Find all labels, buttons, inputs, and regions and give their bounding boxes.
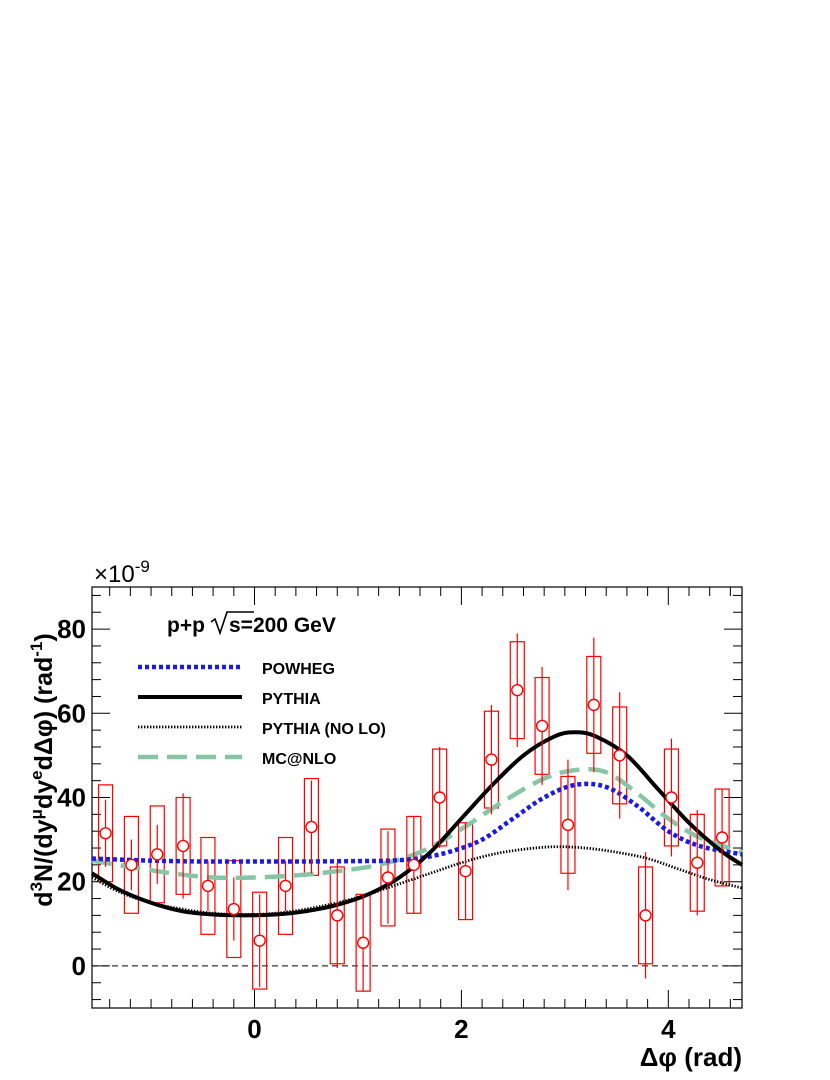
- data-point: [511, 683, 524, 697]
- y-multiplier-exponent: -9: [135, 557, 150, 576]
- x-axis-label: Δφ (rad): [640, 1042, 742, 1072]
- data-point: [279, 879, 292, 893]
- data-point: [176, 839, 190, 853]
- data-point: [485, 753, 498, 766]
- curve-powheg: [91, 781, 743, 864]
- y-tick-label: 20: [57, 867, 86, 897]
- model-curves: [90, 730, 744, 918]
- sqrt-sign-icon: [210, 611, 254, 636]
- curve-pythia: [90, 730, 744, 918]
- data-point: [151, 848, 164, 861]
- data-point: [535, 719, 549, 733]
- y-tick-label: 80: [57, 614, 86, 644]
- data-point: [639, 909, 652, 922]
- y-tick-label: 40: [57, 783, 86, 813]
- data-point: [407, 858, 421, 872]
- data-point: [587, 698, 601, 712]
- data-point: [561, 818, 575, 832]
- x-tick-label: 4: [661, 1014, 676, 1044]
- y-axis-label: d3N/(dyμdyedΔφ) (rad-1): [27, 633, 58, 906]
- energy-annotation-right: s=200 GeV: [229, 614, 336, 637]
- legend-label-pythia-no-lo: PYTHIA (NO LO): [262, 721, 386, 738]
- data-point: [356, 936, 370, 949]
- data-point: [201, 879, 215, 893]
- systematic-box: [277, 836, 294, 935]
- y-multiplier-prefix: ×10: [94, 561, 135, 588]
- data-point: [381, 871, 395, 884]
- data-point: [227, 902, 241, 916]
- y-multiplier: ×10-9: [94, 557, 150, 588]
- data-point: [691, 856, 704, 869]
- y-tick-label: 0: [72, 951, 86, 981]
- data-points: [99, 633, 729, 992]
- systematic-box: [380, 828, 396, 927]
- systematic-box: [252, 891, 268, 990]
- legend: POWHEG PYTHIA PYTHIA (NO LO) MC@NLO: [138, 661, 386, 768]
- data-point: [613, 749, 626, 762]
- y-tick-label: 60: [57, 698, 86, 728]
- data-point: [433, 791, 446, 804]
- systematic-box: [200, 836, 216, 935]
- x-tick-label: 2: [454, 1014, 468, 1044]
- energy-annotation-left: p+p: [167, 614, 205, 637]
- data-point: [305, 820, 318, 834]
- legend-label-pythia: PYTHIA: [262, 691, 321, 708]
- legend-label-mcatnlo: MC@NLO: [262, 751, 336, 768]
- data-point: [459, 864, 472, 878]
- data-point: [331, 909, 344, 922]
- data-point: [125, 858, 138, 872]
- data-point: [99, 827, 112, 840]
- data-point: [253, 934, 266, 947]
- data-point: [715, 831, 729, 844]
- x-tick-label: 0: [247, 1014, 261, 1044]
- legend-label-powheg: POWHEG: [262, 661, 335, 678]
- energy-annotation: p+p s=200 GeV: [167, 611, 336, 637]
- data-point: [665, 791, 678, 804]
